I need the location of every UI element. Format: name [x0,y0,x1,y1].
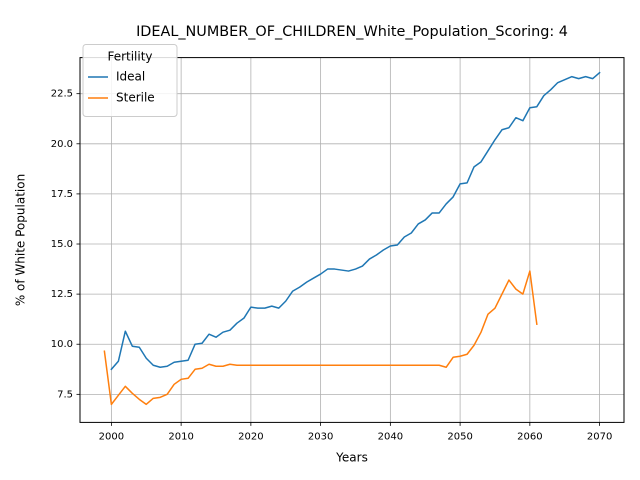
x-tick-label: 2000 [99,431,124,442]
legend-label-ideal: Ideal [116,70,145,84]
y-axis-ticks: 7.5 10.0 12.5 15.0 17.5 20.0 22.5 [51,89,80,400]
chart-title: IDEAL_NUMBER_OF_CHILDREN_White_Populatio… [136,24,568,40]
y-tick-label: 12.5 [51,289,73,300]
y-axis-label: % of White Population [14,174,28,306]
x-tick-label: 2040 [378,431,403,442]
y-tick-label: 22.5 [51,89,73,100]
plot-frame [79,57,625,423]
x-axis-label: Years [335,451,368,465]
x-axis-ticks: 2000 2010 2020 2030 2040 2050 2060 2070 [99,422,612,442]
x-tick-label: 2070 [587,431,612,442]
series-lines [103,71,601,406]
legend: Fertility Ideal Sterile [82,44,178,117]
x-tick-label: 2030 [308,431,333,442]
legend-label-sterile: Sterile [116,91,155,105]
series-line-sterile [103,270,538,406]
x-tick-label: 2020 [238,431,263,442]
legend-title: Fertility [107,50,152,64]
y-tick-label: 10.0 [51,339,73,350]
x-tick-label: 2010 [168,431,193,442]
y-tick-label: 15.0 [51,239,73,250]
y-tick-label: 20.0 [51,139,73,150]
series-line-ideal [110,71,601,371]
x-tick-label: 2060 [517,431,542,442]
y-tick-label: 7.5 [57,389,73,400]
y-tick-label: 17.5 [51,189,73,200]
x-tick-label: 2050 [447,431,472,442]
